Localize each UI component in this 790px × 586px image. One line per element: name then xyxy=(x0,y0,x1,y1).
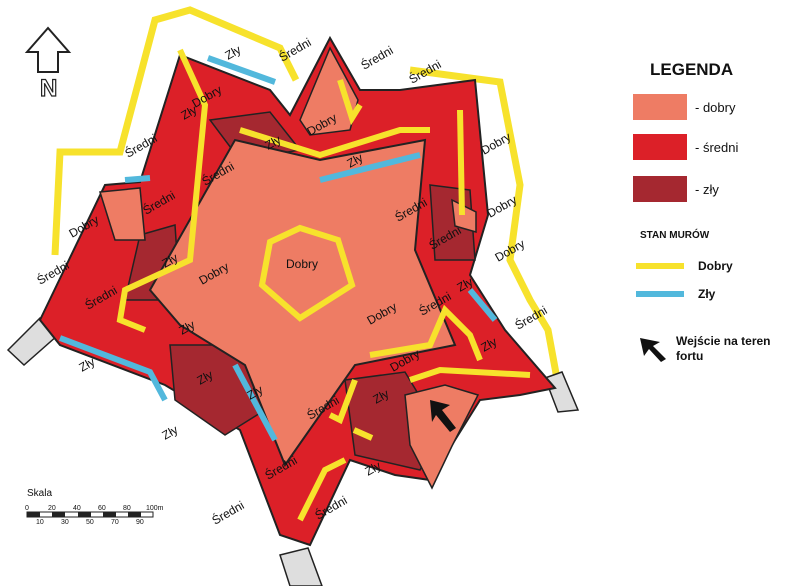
scale-tick: 10 xyxy=(36,519,44,526)
label-zly: Zły xyxy=(160,422,181,442)
legend-title: LEGENDA xyxy=(650,60,734,79)
legend-item-medium: - średni xyxy=(633,134,738,160)
label-sredni: Średni xyxy=(209,497,247,527)
north-letter: N xyxy=(40,75,57,102)
wall-label-good: Dobry xyxy=(698,259,733,273)
scale-bar xyxy=(26,511,154,518)
gray-stub-south xyxy=(279,547,323,586)
legend-entry-arrow-icon xyxy=(640,338,666,362)
scale-tick: 20 xyxy=(48,505,56,512)
entry-label-line2: fortu xyxy=(676,349,704,363)
north-arrow-icon: N xyxy=(24,26,72,103)
scale-tick: 50 xyxy=(86,519,94,526)
legend-label-good: - dobry xyxy=(695,99,736,115)
inner-star xyxy=(148,138,457,468)
zone-good-northwest xyxy=(99,187,146,241)
label-zly: Zły xyxy=(195,367,216,387)
label-zly: Zły xyxy=(345,150,366,170)
label-zly: Zły xyxy=(179,102,200,122)
label-zly: Zły xyxy=(371,386,392,406)
scale-tick: 90 xyxy=(136,519,144,526)
label-zly: Zły xyxy=(455,274,476,294)
label-zly: Zły xyxy=(77,354,98,374)
wall-legend-bad: Zły xyxy=(636,287,715,301)
entry-label-line1: Wejście na teren xyxy=(676,334,771,348)
label-zly: Zły xyxy=(160,250,181,270)
label-sredni: Średni xyxy=(276,34,314,64)
scale-tick: 100m xyxy=(146,505,164,512)
wall-legend-good: Dobry xyxy=(636,259,733,273)
legend-swatch-bad xyxy=(633,176,687,202)
label-zly: Zły xyxy=(479,334,500,354)
legend-swatch-medium xyxy=(633,134,687,160)
scale-tick: 80 xyxy=(123,505,131,512)
legend-swatch-good xyxy=(633,94,687,120)
label-dobry: Dobry xyxy=(286,257,318,271)
label-zly: Zły xyxy=(263,132,284,152)
wall-swatch-bad xyxy=(636,291,684,297)
scale-tick: 0 xyxy=(25,505,29,512)
legend-item-good: - dobry xyxy=(633,94,735,120)
bad-wall-segments xyxy=(58,55,498,442)
legend-label-bad: - zły xyxy=(695,181,719,197)
gray-stub-east xyxy=(544,371,580,413)
legend-label-medium: - średni xyxy=(695,139,739,155)
entry-label: Wejście na teren fortu xyxy=(676,334,771,364)
scale-title: Skala xyxy=(27,488,53,499)
scale-tick: 60 xyxy=(98,505,106,512)
legend-item-bad: - zły xyxy=(633,176,719,202)
label-zly: Zły xyxy=(245,382,266,402)
wall-swatch-good xyxy=(636,263,684,269)
outer-wall-path xyxy=(51,6,564,396)
scale-tick: 30 xyxy=(61,519,69,526)
label-zly: Zły xyxy=(363,458,384,478)
scale-tick: 40 xyxy=(73,505,81,512)
center-pentagon-wall xyxy=(258,224,356,322)
walls-title: STAN MURÓW xyxy=(640,230,710,241)
entry-arrow-icon xyxy=(430,400,456,432)
label-sredni: Średni xyxy=(406,56,444,86)
zone-good-southeast xyxy=(404,384,480,490)
label-zly: Zły xyxy=(177,317,198,337)
label-sredni: Średni xyxy=(358,42,396,72)
good-wall-segments xyxy=(116,48,531,522)
label-dobry: Dobry xyxy=(479,129,514,157)
zone-good-east xyxy=(451,198,477,233)
scale-tick: 70 xyxy=(111,519,119,526)
label-zly: Zły xyxy=(223,42,244,62)
wall-label-bad: Zły xyxy=(698,287,716,301)
